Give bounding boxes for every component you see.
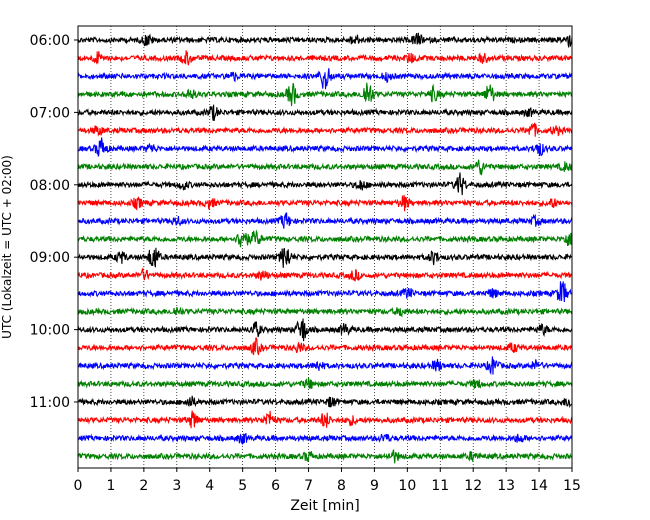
x-tick-label: 5 <box>238 478 247 494</box>
seismic-trace <box>77 306 573 318</box>
x-tick-label: 7 <box>304 478 313 494</box>
plot-frame <box>77 25 573 469</box>
y-axis-label: UTC (Lokalzeit = UTC + 02:00) <box>0 155 14 339</box>
seismic-trace <box>77 356 573 376</box>
seismic-trace <box>77 281 573 302</box>
seismic-trace <box>77 68 573 90</box>
seismic-trace <box>77 32 573 48</box>
seismic-trace <box>77 122 573 137</box>
seismic-trace <box>77 104 573 122</box>
seismic-trace <box>77 172 573 196</box>
x-tick-label: 8 <box>337 478 346 494</box>
seismic-trace <box>77 50 573 66</box>
seismic-trace <box>77 82 573 107</box>
seismic-trace <box>77 247 573 268</box>
seismic-trace <box>77 337 573 356</box>
x-tick-label: 15 <box>563 478 581 494</box>
x-tick-label: 10 <box>398 478 416 494</box>
x-axis: 0 1 2 3 4 5 6 7 8 9 10 11 12 13 14 15 <box>74 468 581 494</box>
trace-group <box>77 32 573 464</box>
x-tick-label: 11 <box>431 478 449 494</box>
seismic-trace <box>77 212 573 229</box>
x-tick-label: 9 <box>370 478 379 494</box>
y-tick-label: 06:00 <box>30 33 70 49</box>
x-tick-label: 0 <box>74 478 83 494</box>
x-tick-label: 2 <box>139 478 148 494</box>
seismic-trace <box>77 229 573 248</box>
x-axis-label: Zeit [min] <box>290 498 359 514</box>
x-tick-label: 6 <box>271 478 280 494</box>
x-tick-label: 14 <box>530 478 548 494</box>
x-tick-label: 1 <box>106 478 115 494</box>
x-tick-label: 12 <box>464 478 482 494</box>
seismic-trace <box>77 377 573 389</box>
seismic-trace <box>77 267 573 282</box>
y-tick-label: 10:00 <box>30 323 70 339</box>
seismic-trace <box>77 137 573 157</box>
y-tick-label: 08:00 <box>30 178 70 194</box>
seismic-trace <box>77 159 573 176</box>
x-tick-label: 13 <box>497 478 515 494</box>
seismic-trace <box>77 448 573 464</box>
y-tick-label: 11:00 <box>30 395 70 411</box>
seismic-trace <box>77 433 573 446</box>
y-tick-label: 07:00 <box>30 105 70 121</box>
x-tick-label: 3 <box>172 478 181 494</box>
seismic-trace <box>77 194 573 212</box>
x-tick-label: 4 <box>205 478 214 494</box>
seismic-trace <box>77 410 573 429</box>
y-axis: 06:00 07:00 08:00 09:00 10:00 11:00 <box>30 33 78 411</box>
seismic-trace <box>77 318 573 342</box>
y-tick-label: 09:00 <box>30 250 70 266</box>
seismic-trace <box>77 395 573 409</box>
